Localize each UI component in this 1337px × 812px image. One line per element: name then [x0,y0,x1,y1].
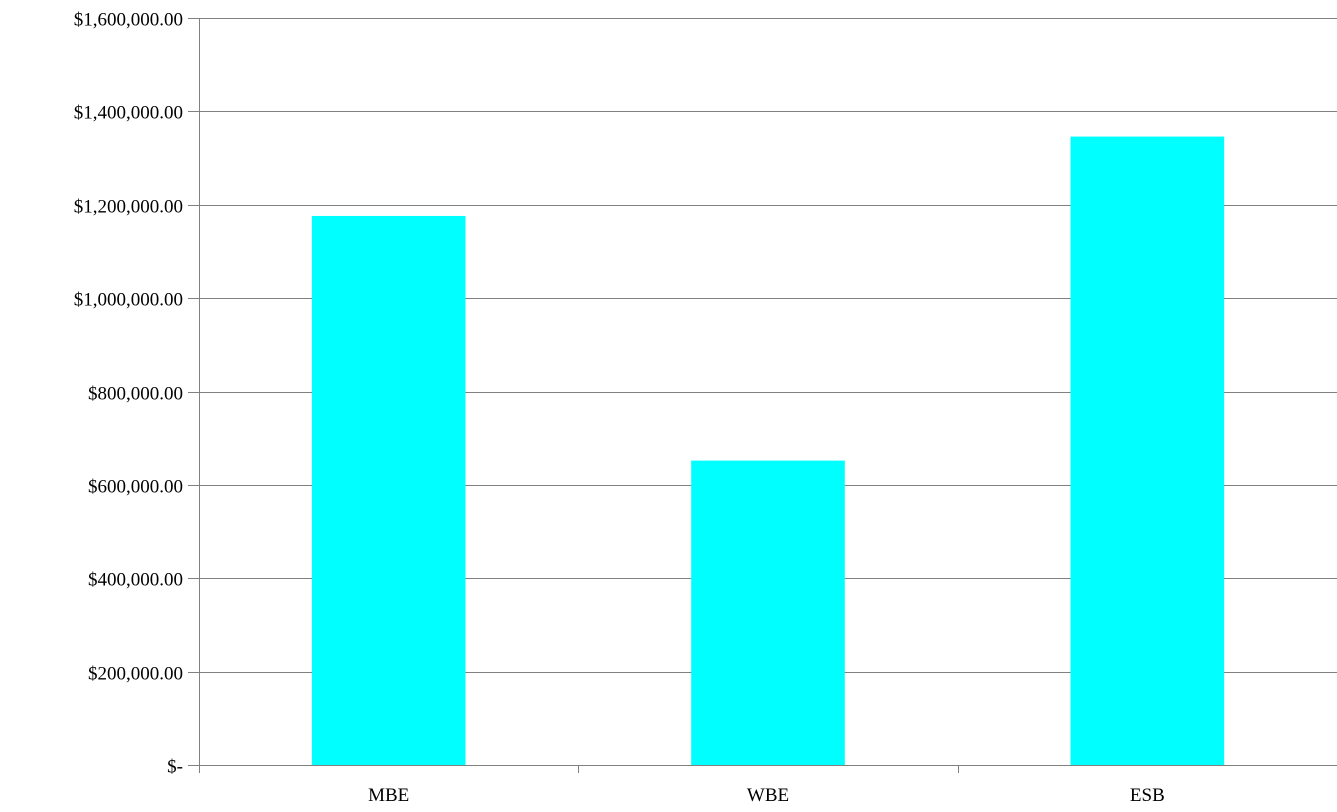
x-tick-label-mbe: MBE [368,785,409,806]
bar-wbe [691,460,845,765]
y-tick-label-1: $200,000.00 [88,664,183,685]
y-tick-label-6: $1,200,000.00 [74,197,183,218]
x-tick-label-wbe: WBE [747,785,789,806]
bars [311,136,1225,765]
x-tick-label-esb: ESB [1130,785,1165,806]
y-tick-label-4: $800,000.00 [88,384,183,405]
bar-mbe [311,215,466,765]
y-tick-label-8: $1,600,000.00 [74,10,183,31]
y-tick-label-7: $1,400,000.00 [74,103,183,124]
y-tick-label-0: $- [167,757,183,778]
y-tick-label-5: $1,000,000.00 [74,290,183,311]
y-tick-label-2: $400,000.00 [88,570,183,591]
tick-labels: $- $200,000.00 $400,000.00 $600,000.00 $800,… [74,10,1165,807]
axes [188,18,1337,773]
y-tick-label-3: $600,000.00 [88,477,183,498]
bar-esb [1070,136,1225,765]
